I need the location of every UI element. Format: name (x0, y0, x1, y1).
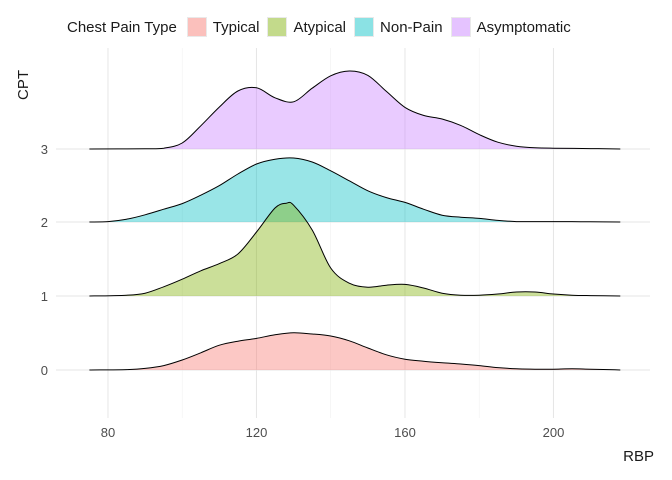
legend-item-non-pain[interactable]: Non-Pain (354, 17, 443, 37)
ridge-area-atypical (89, 202, 621, 296)
x-tick-label: 120 (246, 425, 268, 440)
legend-key-non-pain (354, 17, 375, 37)
legend-item-atypical[interactable]: Atypical (267, 17, 346, 37)
x-axis-title: RBP (623, 448, 654, 465)
ridges (89, 70, 621, 371)
legend-item-typical[interactable]: Typical (186, 17, 260, 37)
axes: 80 120 160 200 0 1 2 3 (41, 142, 565, 440)
y-tick-label: 0 (41, 363, 48, 378)
y-tick-label: 3 (41, 142, 48, 157)
legend-label-atypical: Atypical (293, 18, 347, 36)
x-tick-label: 200 (543, 425, 565, 440)
legend: Chest Pain Type Typical Atypical Non-Pai… (67, 17, 579, 37)
ridge-line-typical (89, 332, 621, 371)
ridge-area-non-pain (89, 157, 621, 222)
legend-key-typical (186, 17, 207, 37)
legend-key-atypical (267, 17, 288, 37)
legend-title: Chest Pain Type (67, 18, 177, 36)
y-tick-label: 2 (41, 215, 48, 230)
ridge-area-typical (89, 332, 621, 370)
ridge-line-atypical (89, 201, 621, 297)
legend-key-asymptomatic (450, 17, 471, 37)
x-tick-label: 160 (394, 425, 416, 440)
ridge-area-asymptomatic (89, 70, 621, 149)
ridge-line-asymptomatic (89, 70, 621, 150)
legend-label-typical: Typical (212, 18, 260, 36)
y-tick-label: 1 (41, 289, 48, 304)
legend-label-asymptomatic: Asymptomatic (476, 18, 571, 36)
legend-item-asymptomatic[interactable]: Asymptomatic (450, 17, 571, 37)
x-tick-label: 80 (101, 425, 115, 440)
ridge-line-non-pain (89, 157, 621, 223)
legend-label-non-pain: Non-Pain (380, 18, 443, 36)
